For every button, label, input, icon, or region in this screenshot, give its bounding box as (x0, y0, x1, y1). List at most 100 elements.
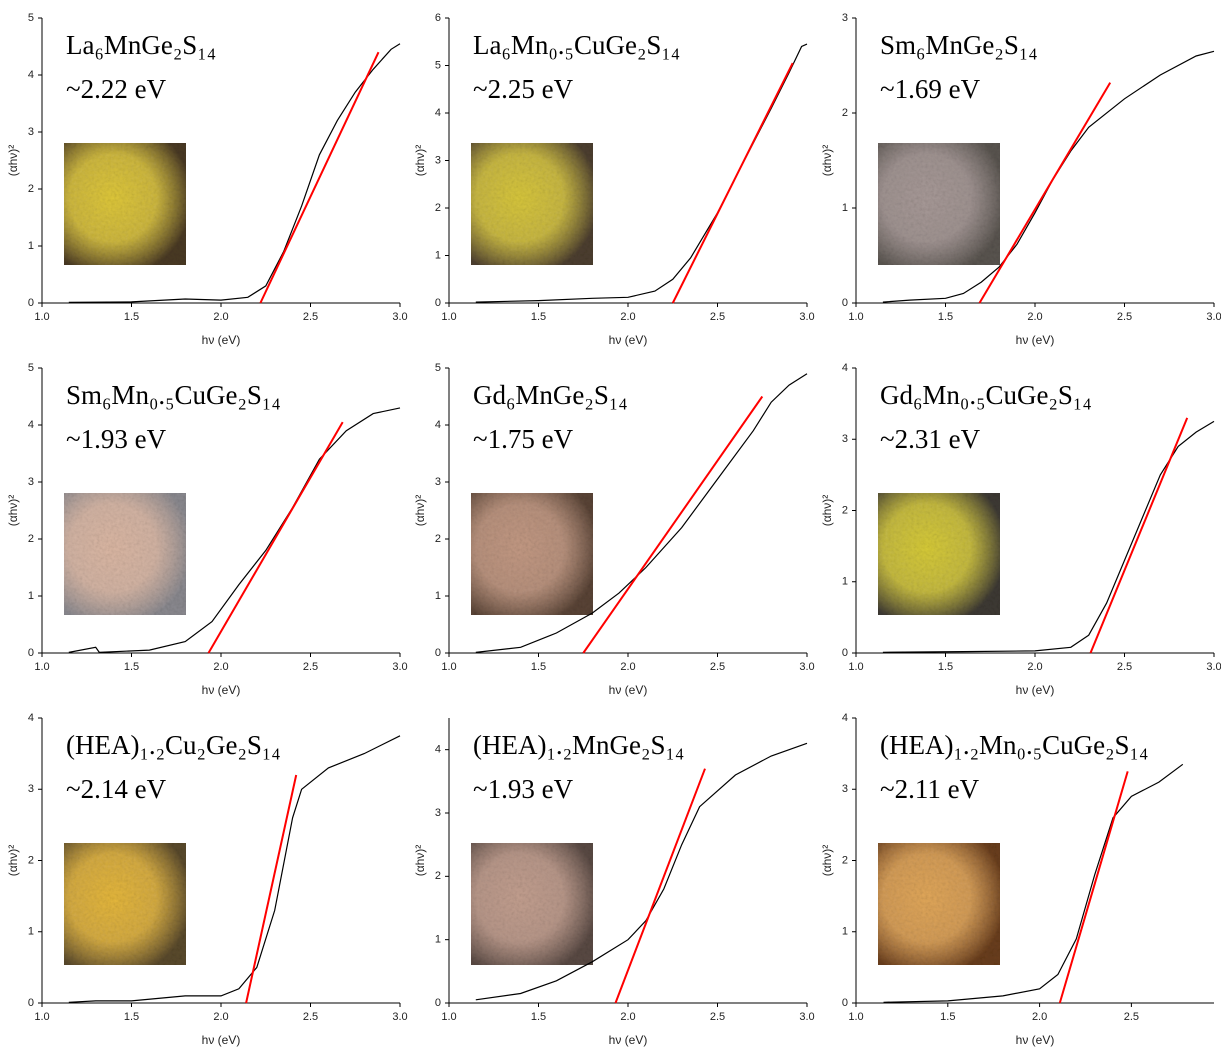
x-tick-label: 2.0 (1027, 311, 1042, 323)
x-tick-label: 2.0 (1032, 1011, 1047, 1023)
y-tick-label: 0 (842, 297, 848, 309)
y-tick-label: 0 (435, 297, 441, 309)
x-tick-label: 3.0 (799, 311, 814, 323)
sample-photo (64, 493, 186, 615)
panel: 1.0 1.5 2.0 2.5 3.0 0 1 2 3 4 5 hν (eV) (αhν)² La₆MnG… (6, 12, 407, 347)
sample-photo (471, 843, 593, 965)
y-tick-label: 1 (435, 934, 441, 946)
x-tick-label: 2.0 (213, 661, 228, 673)
y-axis-label: (αhν)² (820, 145, 834, 177)
fit-line (978, 82, 1112, 304)
x-tick-label: 2.0 (213, 311, 228, 323)
panel-title: La₆MnGe₂S₁₄ (66, 30, 216, 60)
y-axis-label: (αhν)² (413, 845, 427, 877)
sample-photo (64, 843, 186, 965)
x-axis-label: hν (eV) (1016, 333, 1055, 347)
absorption-curve (475, 742, 808, 1001)
band-gap: ~1.75 eV (473, 424, 574, 454)
panel-title: Sm₆Mn₀.₅CuGe₂S₁₄ (66, 380, 281, 410)
fit-line (1089, 417, 1189, 654)
x-tick-label: 1.0 (848, 1011, 863, 1023)
fit-line (245, 774, 298, 1004)
y-axis-label: (αhν)² (820, 845, 834, 877)
y-tick-label: 2 (435, 202, 441, 214)
absorption-curve (883, 763, 1184, 1003)
y-axis-label: (αhν)² (413, 145, 427, 177)
x-tick-label: 2.5 (710, 661, 725, 673)
panel: 1.0 1.5 2.0 2.5 3.0 0 1 2 3 4 hν (eV) (αhν)² (HEA)₁.… (413, 718, 815, 1047)
band-gap: ~2.31 eV (880, 424, 981, 454)
y-axis-label: (αhν)² (6, 495, 20, 527)
y-tick-label: 1 (435, 249, 441, 261)
y-tick-label: 2 (435, 870, 441, 882)
y-tick-label: 5 (28, 12, 34, 24)
y-tick-label: 1 (842, 202, 848, 214)
x-tick-label: 1.5 (531, 661, 546, 673)
y-tick-label: 4 (842, 362, 848, 374)
band-gap: ~1.93 eV (66, 424, 167, 454)
x-tick-label: 2.5 (1124, 1011, 1139, 1023)
x-tick-label: 1.5 (124, 311, 139, 323)
x-tick-label: 3.0 (1206, 311, 1221, 323)
fit-line (207, 421, 344, 654)
y-tick-label: 4 (28, 419, 34, 431)
x-tick-label: 3.0 (799, 1011, 814, 1023)
x-tick-label: 2.0 (620, 1011, 635, 1023)
y-tick-label: 3 (28, 126, 34, 138)
y-tick-label: 3 (28, 476, 34, 488)
absorption-curve (882, 50, 1215, 303)
panel-title: (HEA)₁.₂MnGe₂S₁₄ (473, 730, 684, 760)
y-axis-label: (αhν)² (413, 495, 427, 527)
x-tick-label: 3.0 (1206, 661, 1221, 673)
x-tick-label: 1.5 (940, 1011, 955, 1023)
panel-title: (HEA)₁.₂Mn₀.₅CuGe₂S₁₄ (880, 730, 1148, 760)
y-tick-label: 0 (842, 997, 848, 1009)
y-tick-label: 1 (28, 590, 34, 602)
x-tick-label: 1.5 (938, 311, 953, 323)
panel-title: Gd₆Mn₀.₅CuGe₂S₁₄ (880, 380, 1092, 410)
y-tick-label: 2 (28, 854, 34, 866)
x-tick-label: 3.0 (392, 661, 407, 673)
panel-title: Sm₆MnGe₂S₁₄ (880, 30, 1038, 60)
x-axis-label: hν (eV) (1016, 683, 1055, 697)
panel-title: Gd₆MnGe₂S₁₄ (473, 380, 628, 410)
x-tick-label: 3.0 (392, 1011, 407, 1023)
x-axis-label: hν (eV) (609, 1033, 648, 1047)
band-gap: ~2.11 eV (880, 774, 980, 804)
x-tick-label: 1.0 (34, 661, 49, 673)
y-tick-label: 4 (842, 712, 848, 724)
x-tick-label: 2.5 (1117, 661, 1132, 673)
absorption-curve (475, 373, 808, 653)
sample-photo (878, 843, 1000, 965)
panel: 1.0 1.5 2.0 2.5 3.0 0 1 2 3 hν (eV) (αhν)² Sm₆MnGe₂… (820, 12, 1221, 347)
y-tick-label: 3 (28, 783, 34, 795)
x-axis-label: hν (eV) (202, 1033, 241, 1047)
band-gap: ~1.93 eV (473, 774, 574, 804)
x-tick-label: 1.0 (441, 311, 456, 323)
x-tick-label: 1.0 (34, 311, 49, 323)
y-tick-label: 3 (435, 154, 441, 166)
y-tick-label: 0 (842, 647, 848, 659)
x-tick-label: 3.0 (799, 661, 814, 673)
y-tick-label: 1 (842, 576, 848, 588)
x-tick-label: 2.5 (1117, 311, 1132, 323)
y-tick-label: 4 (28, 712, 34, 724)
y-tick-label: 3 (435, 807, 441, 819)
y-tick-label: 2 (435, 533, 441, 545)
x-tick-label: 2.5 (303, 661, 318, 673)
x-tick-label: 1.5 (531, 311, 546, 323)
x-tick-label: 1.5 (938, 661, 953, 673)
panel: 1.0 1.5 2.0 2.5 3.0 0 1 2 3 4 hν (eV) (αhν)² (HEA)₁.… (6, 712, 407, 1047)
x-tick-label: 2.5 (303, 1011, 318, 1023)
x-tick-label: 3.0 (392, 311, 407, 323)
y-tick-label: 4 (435, 744, 441, 756)
x-tick-label: 1.0 (848, 311, 863, 323)
sample-photo (64, 143, 186, 265)
band-gap: ~2.25 eV (473, 74, 574, 104)
panel: 1.0 1.5 2.0 2.5 3.0 0 1 2 3 4 5 hν (eV) (αhν)² Sm₆Mn₀… (6, 362, 407, 697)
y-tick-label: 2 (842, 504, 848, 516)
band-gap: ~1.69 eV (880, 74, 981, 104)
y-tick-label: 3 (435, 476, 441, 488)
